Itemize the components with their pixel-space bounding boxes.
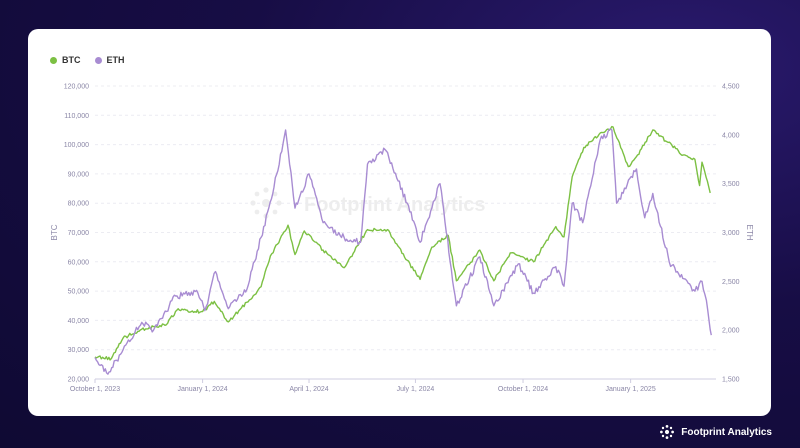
x-tick-label: January 1, 2025 [606, 386, 656, 393]
y-right-tick-label: 4,000 [722, 132, 740, 139]
series-line-btc [94, 125, 711, 361]
y-left-tick-label: 30,000 [68, 347, 90, 354]
y-right-tick-label: 3,500 [722, 181, 740, 188]
chart-card: BTC ETH Footprint Analytics 20,000 30,000… [28, 29, 771, 416]
y-left-tick-label: 100,000 [64, 142, 89, 149]
brand-name: Footprint Analytics [681, 426, 772, 438]
axes: 20,000 30,000 40,000 50,000 60,000 70,000 80,0… [50, 84, 754, 394]
watermark: Footprint Analytics [250, 187, 485, 219]
y-left-tick-label: 40,000 [68, 318, 90, 325]
x-tick-label: April 1, 2024 [289, 386, 328, 393]
y-left-tick-label: 70,000 [68, 230, 90, 237]
y-left-tick-label: 60,000 [68, 259, 90, 266]
watermark-text: Footprint Analytics [304, 194, 485, 216]
y-left-tick-label: 80,000 [68, 201, 90, 208]
y-left-tick-label: 110,000 [64, 113, 89, 120]
x-tick-label: October 1, 2024 [498, 386, 548, 393]
legend-item-btc[interactable]: BTC [50, 55, 81, 65]
legend-label-eth: ETH [106, 55, 125, 65]
y-right-axis-title: ETH [745, 225, 754, 241]
y-left-tick-label: 50,000 [68, 289, 90, 296]
y-right-tick-label: 2,000 [722, 328, 740, 335]
y-right-tick-label: 1,500 [722, 377, 740, 384]
legend-item-eth[interactable]: ETH [94, 55, 125, 65]
x-tick-label: October 1, 2023 [70, 386, 120, 393]
line-chart: Footprint Analytics 20,000 30,000 40,000 50… [50, 84, 754, 394]
x-tick-label: July 1, 2024 [397, 386, 435, 393]
y-right-tick-label: 4,500 [722, 84, 740, 91]
legend-dot-btc [50, 56, 57, 64]
y-left-tick-label: 120,000 [64, 84, 89, 91]
y-left-tick-label: 90,000 [68, 171, 90, 178]
grid-lines [95, 85, 716, 380]
chart-legend: BTC ETH [50, 55, 125, 65]
y-right-tick-label: 3,000 [722, 230, 740, 237]
x-tick-label: January 1, 2024 [177, 386, 227, 393]
y-right-tick-label: 2,500 [722, 279, 740, 286]
y-left-tick-label: 20,000 [68, 377, 90, 384]
footprint-brand: Footprint Analytics [659, 424, 772, 440]
y-left-axis-title: BTC [50, 224, 59, 240]
legend-dot-eth [94, 56, 102, 64]
series-line-eth [94, 128, 712, 375]
footprint-logo-icon [660, 425, 675, 439]
legend-label-btc: BTC [62, 55, 81, 65]
series-lines [94, 125, 712, 375]
